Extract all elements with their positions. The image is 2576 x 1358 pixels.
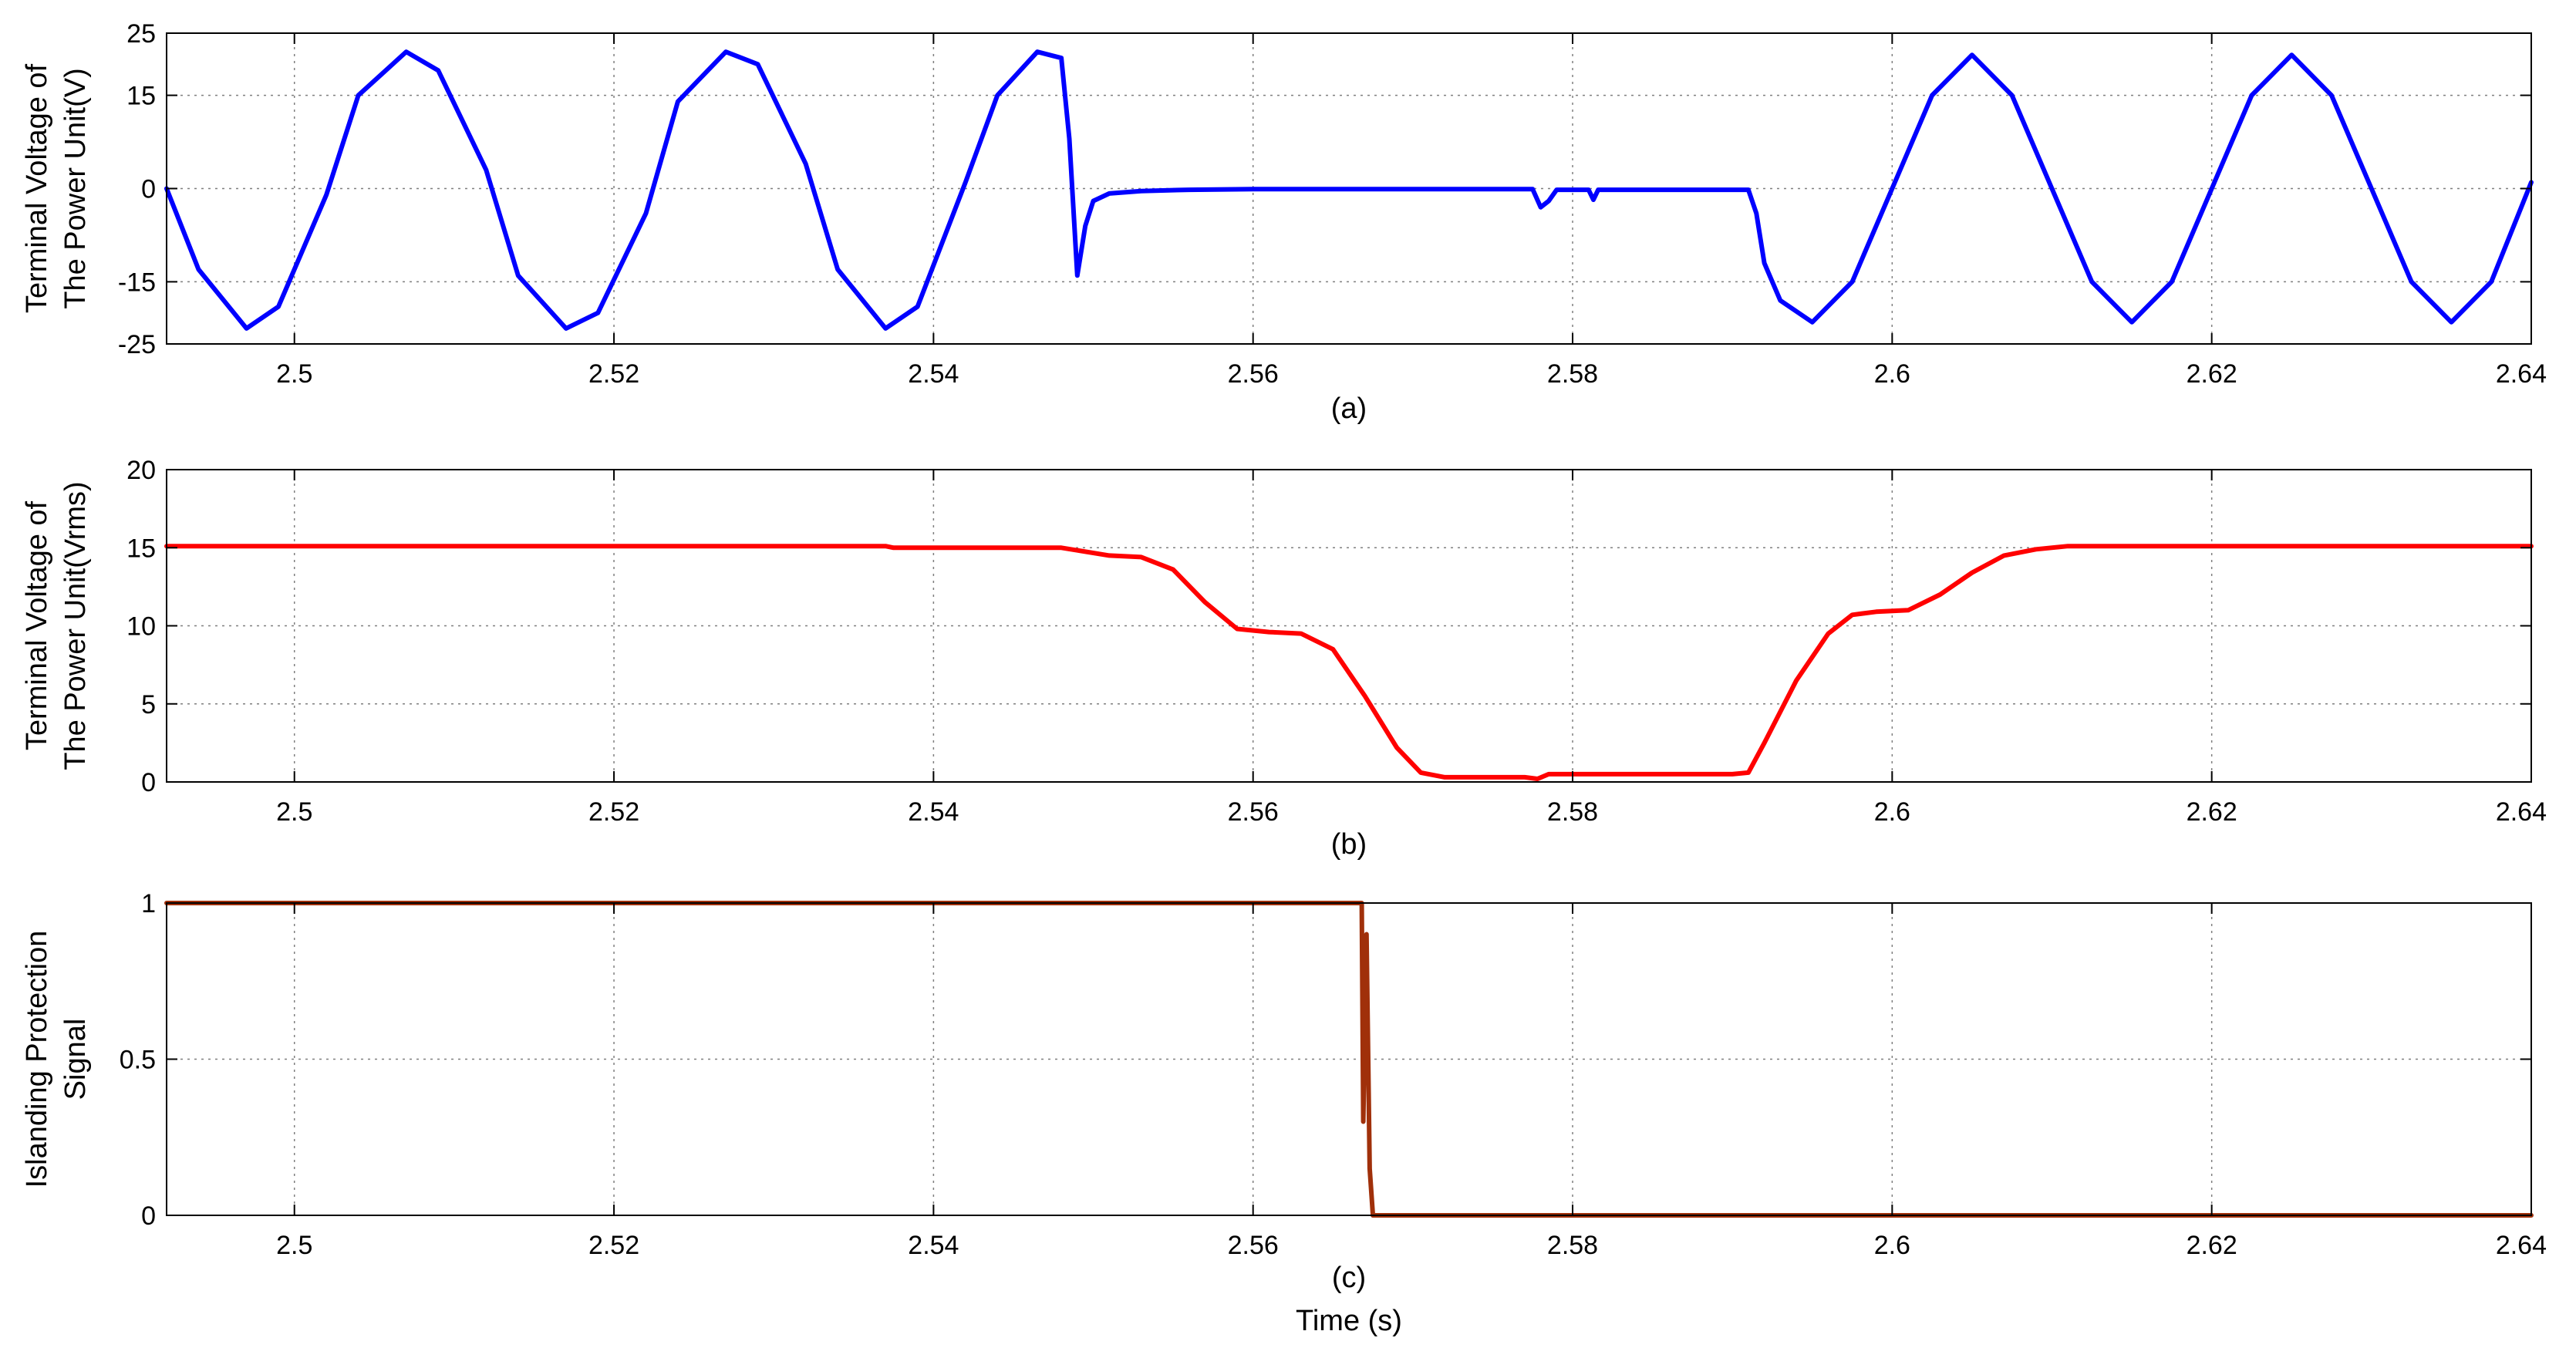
y-tick-label: -15	[118, 268, 156, 297]
x-tick-label: 2.52	[588, 797, 639, 827]
y-tick-label: 1	[141, 889, 156, 918]
panel-b: 2.5 2.52 2.54 2.56 2.58 2.6 2.62 2.64 0 5 10 15 20 Te…	[21, 456, 2547, 861]
x-tick-label: 2.5	[276, 359, 312, 389]
y-tick-label: 5	[141, 690, 156, 719]
y-axis-label: Terminal Voltage of	[21, 500, 53, 750]
panel-a: 2.5 2.52 2.54 2.56 2.58 2.6 2.62 2.64 -25 -15 0 15 2…	[21, 19, 2547, 425]
y-axis-label: Islanding Protection	[21, 931, 53, 1188]
y-tick-label: 15	[126, 82, 156, 111]
y-tick-label: -25	[118, 330, 156, 359]
x-tick-label: 2.6	[1874, 797, 1910, 827]
x-tick-label: 2.54	[908, 359, 959, 389]
y-tick-label: 0	[141, 175, 156, 204]
x-tick-label: 2.62	[2187, 359, 2237, 389]
x-axis-label: Time (s)	[1296, 1305, 1402, 1337]
x-tick-label: 2.64	[2496, 359, 2547, 389]
x-tick-label: 2.6	[1874, 1231, 1910, 1260]
panel-caption: (b)	[1331, 828, 1367, 861]
y-tick-label: 25	[126, 19, 156, 49]
panel-caption: (c)	[1332, 1262, 1366, 1294]
x-tick-label: 2.64	[2496, 797, 2547, 827]
panel-caption: (a)	[1331, 393, 1367, 425]
y-axis-label: The Power Unit(V)	[59, 68, 92, 309]
x-tick-label: 2.56	[1228, 1231, 1279, 1260]
y-axis-label: Terminal Voltage of	[21, 63, 53, 313]
y-tick-label: 10	[126, 612, 156, 642]
x-tick-label: 2.58	[1547, 1231, 1598, 1260]
x-tick-label: 2.54	[908, 797, 959, 827]
x-tick-label: 2.64	[2496, 1231, 2547, 1260]
x-tick-label: 2.56	[1228, 797, 1279, 827]
y-tick-label: 0	[141, 1201, 156, 1231]
y-axis-label: Signal	[59, 1019, 92, 1100]
x-tick-label: 2.6	[1874, 359, 1910, 389]
y-axis-label: The Power Unit(Vrms)	[59, 481, 92, 770]
y-tick-label: 15	[126, 534, 156, 563]
x-tick-label: 2.5	[276, 797, 312, 827]
series-line-a-0	[164, 49, 2534, 331]
y-tick-label: 20	[126, 456, 156, 485]
x-tick-label: 2.54	[908, 1231, 959, 1260]
x-tick-label: 2.58	[1547, 797, 1598, 827]
x-tick-label: 2.58	[1547, 359, 1598, 389]
x-tick-label: 2.56	[1228, 359, 1279, 389]
x-tick-label: 2.52	[588, 359, 639, 389]
y-tick-label: 0.5	[120, 1046, 156, 1075]
series-line-b-0	[164, 544, 2534, 781]
x-tick-label: 2.5	[276, 1231, 312, 1260]
panel-c: 2.5 2.52 2.54 2.56 2.58 2.6 2.62 2.64 0 0.5 1 Islan…	[21, 889, 2547, 1337]
y-tick-label: 0	[141, 768, 156, 797]
x-tick-label: 2.52	[588, 1231, 639, 1260]
x-tick-label: 2.62	[2187, 797, 2237, 827]
x-tick-label: 2.62	[2187, 1231, 2237, 1260]
